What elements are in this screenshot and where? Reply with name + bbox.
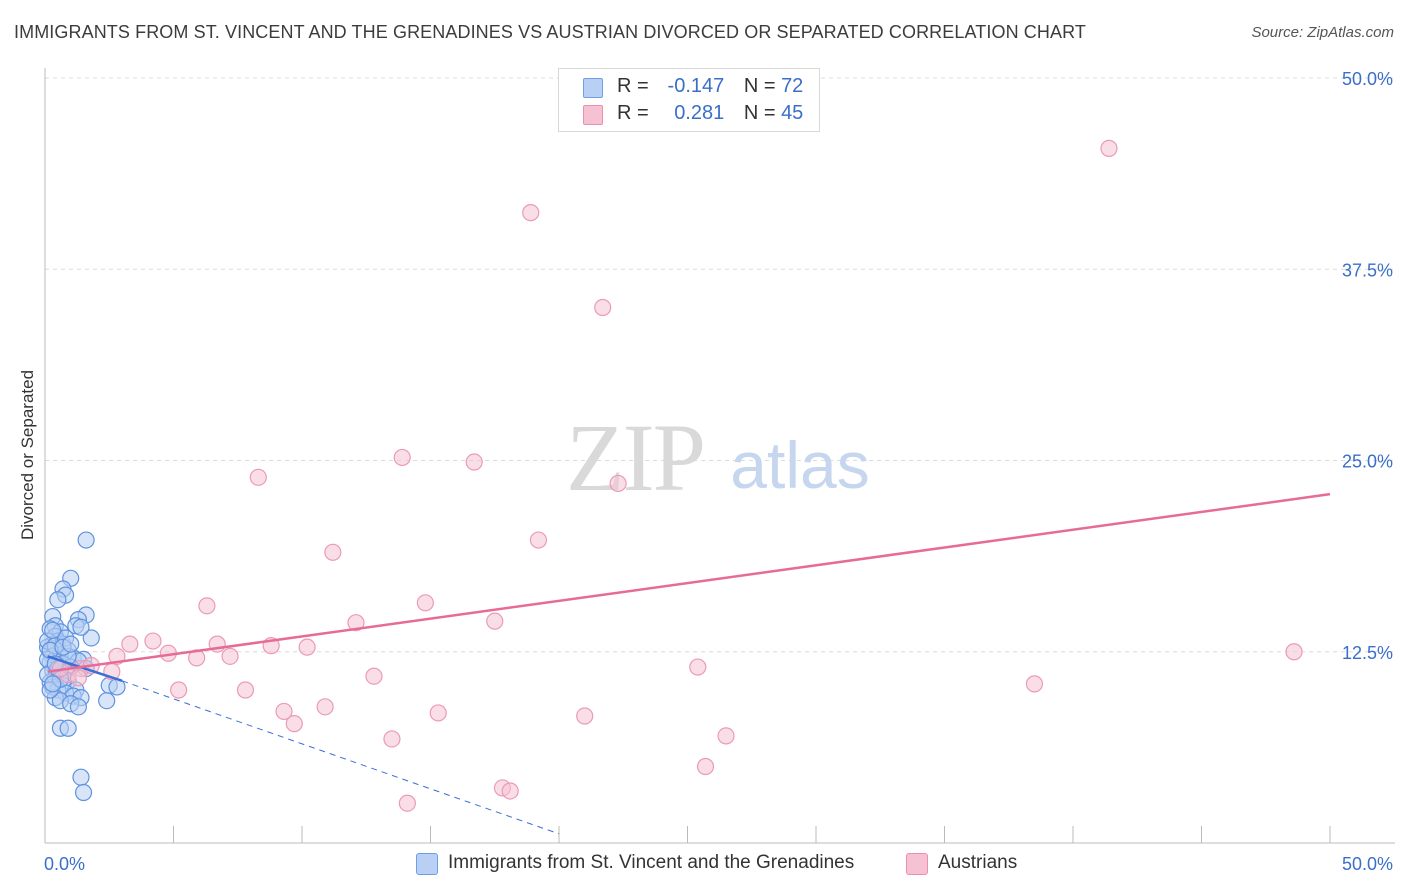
- r-value: 0.281: [674, 102, 725, 124]
- point-austrians: [198, 597, 216, 615]
- axis-layer: [44, 68, 1395, 844]
- point-austrians: [429, 704, 447, 722]
- point-austrians: [465, 453, 483, 471]
- legend-label: Immigrants from St. Vincent and the Gren…: [448, 852, 855, 873]
- legend-label: Austrians: [938, 852, 1018, 873]
- y-tick-label: 12.5%: [1342, 643, 1393, 663]
- point-austrians: [696, 757, 715, 776]
- point-austrians: [383, 730, 401, 748]
- point-austrians: [69, 669, 88, 687]
- point-austrians: [121, 635, 139, 653]
- point-austrians: [275, 702, 293, 721]
- point-immigrants: [69, 698, 88, 716]
- point-austrians: [365, 667, 383, 685]
- point-austrians: [501, 782, 519, 800]
- point-austrians: [1025, 675, 1044, 693]
- legend-row-blue-text: R = -0.147 N = 72: [617, 75, 803, 98]
- y-tick-label: 25.0%: [1342, 452, 1393, 472]
- n-value: 72: [781, 75, 804, 97]
- point-immigrants: [72, 768, 90, 786]
- point-immigrants: [74, 783, 93, 802]
- r-label: R =: [617, 102, 649, 124]
- point-austrians: [416, 594, 434, 612]
- y-tick-label: 37.5%: [1342, 260, 1393, 280]
- point-austrians: [717, 727, 735, 745]
- y-axis-label: Divorced or Separated: [18, 369, 37, 541]
- point-immigrants: [44, 621, 62, 639]
- blue-swatch: [416, 853, 438, 875]
- point-austrians: [486, 612, 504, 630]
- point-austrians: [609, 474, 627, 493]
- point-immigrants: [72, 618, 90, 636]
- point-austrians: [347, 614, 365, 632]
- source-credit: Source: ZipAtlas.com: [1251, 24, 1394, 41]
- trend-layer: [47, 492, 1331, 835]
- pink-swatch: [906, 853, 928, 875]
- r-value: -0.147: [667, 75, 725, 97]
- point-austrians: [689, 658, 707, 676]
- point-immigrants: [49, 591, 67, 609]
- point-immigrants: [59, 719, 77, 737]
- correlation-legend: R = -0.147 N = 72 R = 0.281 N = 45: [558, 68, 820, 132]
- trend-line-austrians: [47, 492, 1331, 673]
- x-tick-label: 0.0%: [44, 854, 85, 874]
- trend-line-immigrants-extension: [121, 680, 560, 835]
- point-austrians: [249, 468, 267, 486]
- point-immigrants: [77, 531, 95, 549]
- point-austrians: [285, 715, 303, 733]
- watermark-atlas: atlas: [730, 428, 869, 502]
- point-austrians: [393, 448, 411, 467]
- r-label: R =: [617, 75, 649, 97]
- watermark-zip: ZIP: [566, 404, 704, 511]
- legend-row-pink-text: R = 0.281 N = 45: [617, 102, 803, 125]
- point-austrians: [529, 531, 548, 549]
- point-austrians: [170, 681, 188, 699]
- grid-layer: [45, 77, 1395, 653]
- point-austrians: [298, 638, 316, 656]
- point-immigrants: [62, 635, 80, 653]
- point-austrians: [398, 794, 416, 812]
- points-layer: [38, 139, 1303, 812]
- point-immigrants: [44, 675, 62, 693]
- n-label: N =: [743, 102, 776, 124]
- point-austrians: [316, 698, 334, 716]
- point-immigrants: [98, 692, 116, 710]
- pink-swatch: [583, 105, 603, 125]
- x-tick-label: 50.0%: [1342, 854, 1393, 874]
- point-austrians: [324, 543, 342, 561]
- point-austrians: [594, 298, 612, 317]
- n-value: 45: [781, 102, 804, 124]
- point-austrians: [576, 707, 594, 725]
- blue-swatch: [583, 78, 603, 98]
- point-austrians: [221, 647, 239, 665]
- point-austrians: [1285, 643, 1303, 661]
- watermark: ZIP atlas: [566, 404, 870, 511]
- chart-title: IMMIGRANTS FROM ST. VINCENT AND THE GREN…: [14, 22, 1086, 42]
- point-austrians: [522, 204, 540, 222]
- point-immigrants: [82, 629, 100, 647]
- y-tick-label: 50.0%: [1342, 69, 1393, 89]
- tick-labels: 12.5% 25.0% 37.5% 50.0% 0.0% 50.0%: [44, 69, 1393, 874]
- point-austrians: [1100, 139, 1118, 157]
- n-label: N =: [743, 75, 776, 97]
- point-austrians: [236, 681, 255, 699]
- point-austrians: [144, 632, 162, 650]
- trend-line-immigrants: [47, 655, 123, 683]
